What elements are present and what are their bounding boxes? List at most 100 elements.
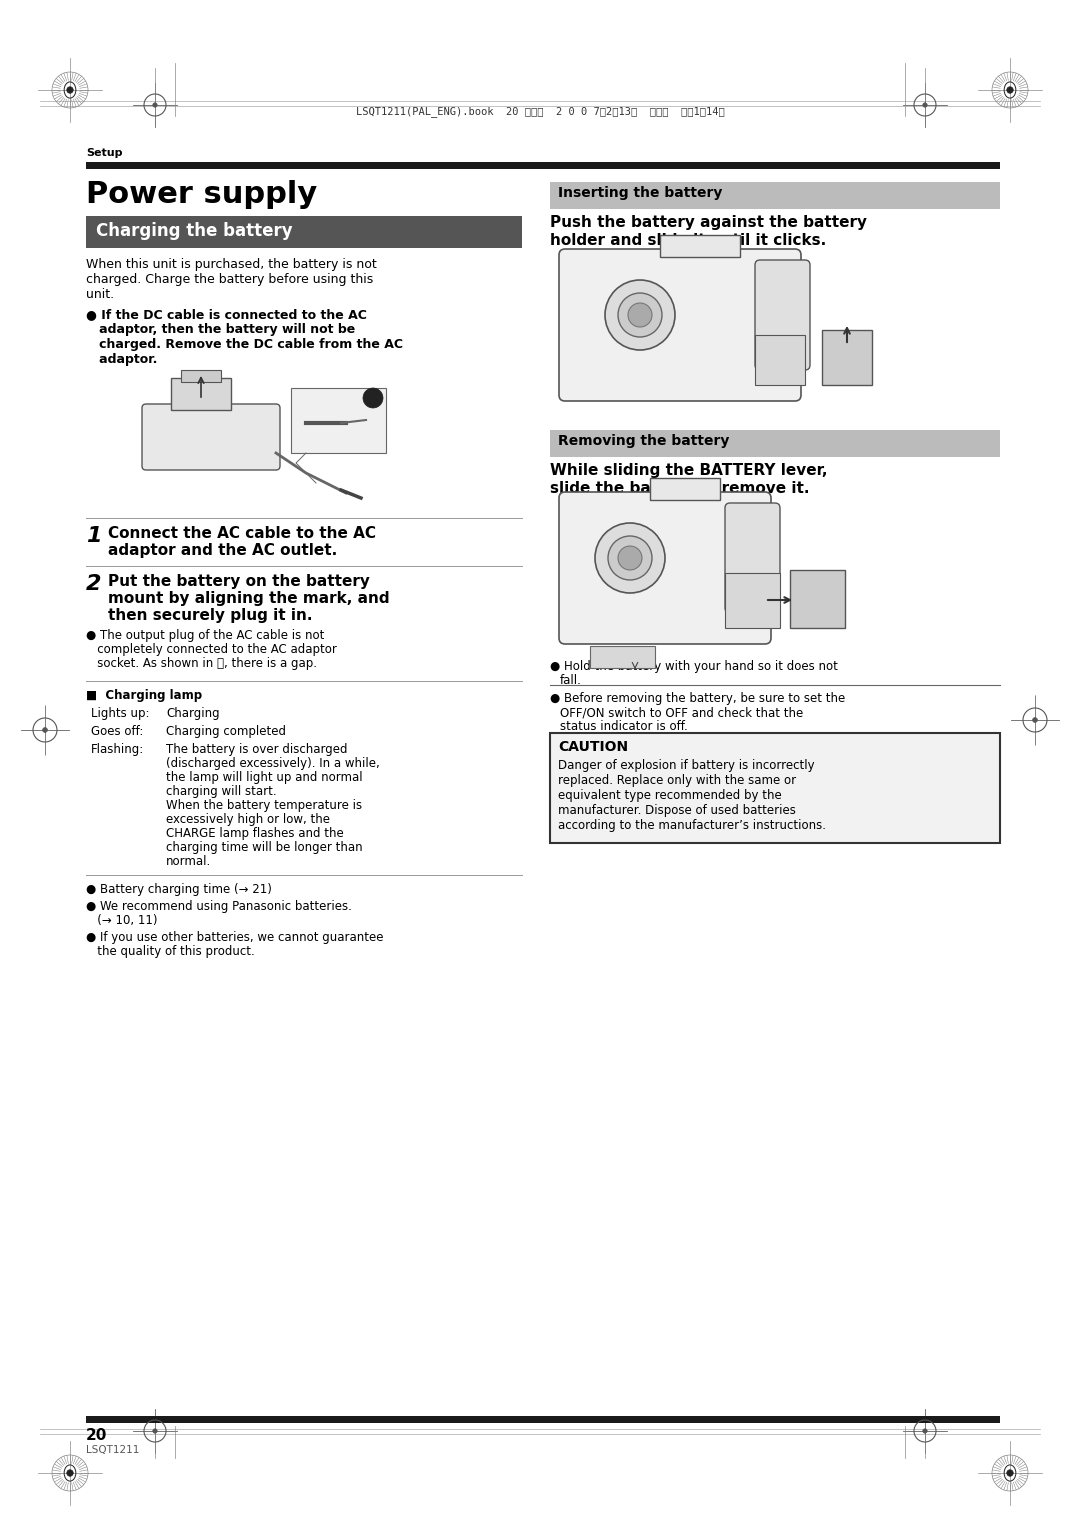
Text: CAUTION: CAUTION — [558, 740, 629, 753]
Text: charging will start.: charging will start. — [166, 785, 276, 798]
Text: ● If the DC cable is connected to the AC: ● If the DC cable is connected to the AC — [86, 309, 367, 321]
Text: Charging completed: Charging completed — [166, 724, 286, 738]
Text: status indicator is off.: status indicator is off. — [561, 720, 688, 733]
Text: charged. Charge the battery before using this: charged. Charge the battery before using… — [86, 274, 374, 286]
Circle shape — [922, 102, 928, 107]
Bar — [725, 573, 780, 628]
Circle shape — [1007, 1470, 1013, 1476]
FancyBboxPatch shape — [141, 403, 280, 471]
Text: Goes off:: Goes off: — [91, 724, 144, 738]
Text: then securely plug it in.: then securely plug it in. — [108, 608, 312, 623]
Text: fall.: fall. — [561, 674, 582, 688]
Text: Power supply: Power supply — [86, 180, 318, 209]
Bar — [171, 377, 231, 410]
Bar — [550, 429, 1000, 457]
Text: excessively high or low, the: excessively high or low, the — [166, 813, 330, 827]
Text: Put the battery on the battery: Put the battery on the battery — [108, 575, 369, 588]
Text: (discharged excessively). In a while,: (discharged excessively). In a while, — [166, 756, 380, 770]
Text: Inserting the battery: Inserting the battery — [558, 186, 723, 200]
Text: ■  Charging lamp: ■ Charging lamp — [86, 689, 202, 701]
Circle shape — [618, 293, 662, 338]
Bar — [660, 235, 740, 257]
Circle shape — [152, 1429, 158, 1433]
Text: Setup: Setup — [86, 148, 122, 157]
Bar — [789, 570, 845, 628]
Text: completely connected to the AC adaptor: completely connected to the AC adaptor — [86, 643, 337, 656]
Text: ● If you use other batteries, we cannot guarantee: ● If you use other batteries, we cannot … — [86, 931, 383, 944]
Text: ● Battery charging time (→ 21): ● Battery charging time (→ 21) — [86, 883, 272, 895]
Text: The battery is over discharged: The battery is over discharged — [166, 743, 348, 756]
Text: While sliding the BATTERY lever,: While sliding the BATTERY lever, — [550, 463, 827, 478]
Text: normal.: normal. — [166, 856, 212, 868]
Bar — [590, 646, 654, 668]
Bar — [650, 478, 720, 500]
Text: charged. Remove the DC cable from the AC: charged. Remove the DC cable from the AC — [86, 338, 403, 351]
FancyBboxPatch shape — [755, 260, 810, 370]
Text: 1: 1 — [86, 526, 102, 545]
Circle shape — [1007, 87, 1013, 93]
Text: adaptor and the AC outlet.: adaptor and the AC outlet. — [108, 542, 337, 558]
Text: 2: 2 — [86, 575, 102, 594]
Text: Charging the battery: Charging the battery — [96, 222, 293, 240]
Bar — [755, 335, 805, 385]
Circle shape — [595, 523, 665, 593]
Circle shape — [67, 87, 73, 93]
Circle shape — [922, 1429, 928, 1433]
Text: manufacturer. Dispose of used batteries: manufacturer. Dispose of used batteries — [558, 804, 796, 817]
Text: Danger of explosion if battery is incorrectly: Danger of explosion if battery is incorr… — [558, 759, 814, 772]
Text: the quality of this product.: the quality of this product. — [86, 944, 255, 958]
Text: equivalent type recommended by the: equivalent type recommended by the — [558, 788, 782, 802]
FancyBboxPatch shape — [725, 503, 780, 613]
Text: 20: 20 — [86, 1429, 107, 1442]
Circle shape — [152, 102, 158, 107]
Text: ● Hold the battery with your hand so it does not: ● Hold the battery with your hand so it … — [550, 660, 838, 672]
Text: adaptor, then the battery will not be: adaptor, then the battery will not be — [86, 322, 355, 336]
Text: ● Before removing the battery, be sure to set the: ● Before removing the battery, be sure t… — [550, 692, 846, 704]
Text: When the battery temperature is: When the battery temperature is — [166, 799, 362, 811]
Bar — [86, 162, 1000, 170]
Circle shape — [618, 545, 642, 570]
Text: CHARGE lamp flashes and the: CHARGE lamp flashes and the — [166, 827, 343, 840]
Text: slide the battery to remove it.: slide the battery to remove it. — [550, 481, 810, 497]
Text: replaced. Replace only with the same or: replaced. Replace only with the same or — [558, 775, 796, 787]
Circle shape — [605, 280, 675, 350]
Circle shape — [627, 303, 652, 327]
Circle shape — [1032, 718, 1038, 723]
Bar — [291, 388, 386, 452]
Bar — [550, 733, 1000, 843]
Text: A: A — [369, 393, 377, 403]
Circle shape — [67, 1470, 73, 1476]
Text: LSQT1211: LSQT1211 — [86, 1445, 139, 1455]
Text: Removing the battery: Removing the battery — [558, 434, 729, 448]
Text: (→ 10, 11): (→ 10, 11) — [86, 914, 158, 927]
Bar — [86, 215, 522, 248]
Text: Push the battery against the battery: Push the battery against the battery — [550, 215, 867, 231]
Text: according to the manufacturer’s instructions.: according to the manufacturer’s instruct… — [558, 819, 826, 833]
Text: mount by aligning the mark, and: mount by aligning the mark, and — [108, 591, 390, 607]
Bar — [181, 370, 221, 382]
Text: Charging: Charging — [166, 707, 219, 720]
Bar — [550, 182, 1000, 209]
Text: Flashing:: Flashing: — [91, 743, 145, 756]
Circle shape — [363, 388, 383, 408]
FancyBboxPatch shape — [559, 492, 771, 643]
Text: the lamp will light up and normal: the lamp will light up and normal — [166, 772, 363, 784]
Text: LSQT1211(PAL_ENG).book  20 ページ  2 0 0 7年2月13日  火曜日  午後1時14分: LSQT1211(PAL_ENG).book 20 ページ 2 0 0 7年2月… — [355, 107, 725, 118]
Text: holder and slide it until it clicks.: holder and slide it until it clicks. — [550, 232, 826, 248]
Text: Connect the AC cable to the AC: Connect the AC cable to the AC — [108, 526, 376, 541]
Text: socket. As shown in Ⓐ, there is a gap.: socket. As shown in Ⓐ, there is a gap. — [86, 657, 318, 669]
Bar — [86, 1416, 1000, 1423]
Text: ● We recommend using Panasonic batteries.: ● We recommend using Panasonic batteries… — [86, 900, 352, 914]
Bar — [822, 330, 872, 385]
Text: BATTERY: BATTERY — [592, 646, 625, 656]
Text: unit.: unit. — [86, 287, 114, 301]
FancyBboxPatch shape — [559, 249, 801, 400]
Circle shape — [608, 536, 652, 581]
Text: OFF/ON switch to OFF and check that the: OFF/ON switch to OFF and check that the — [561, 706, 804, 720]
Text: When this unit is purchased, the battery is not: When this unit is purchased, the battery… — [86, 258, 377, 270]
Text: ● The output plug of the AC cable is not: ● The output plug of the AC cable is not — [86, 630, 324, 642]
Text: adaptor.: adaptor. — [86, 353, 158, 367]
Text: Lights up:: Lights up: — [91, 707, 149, 720]
Text: charging time will be longer than: charging time will be longer than — [166, 840, 363, 854]
Circle shape — [42, 727, 48, 732]
